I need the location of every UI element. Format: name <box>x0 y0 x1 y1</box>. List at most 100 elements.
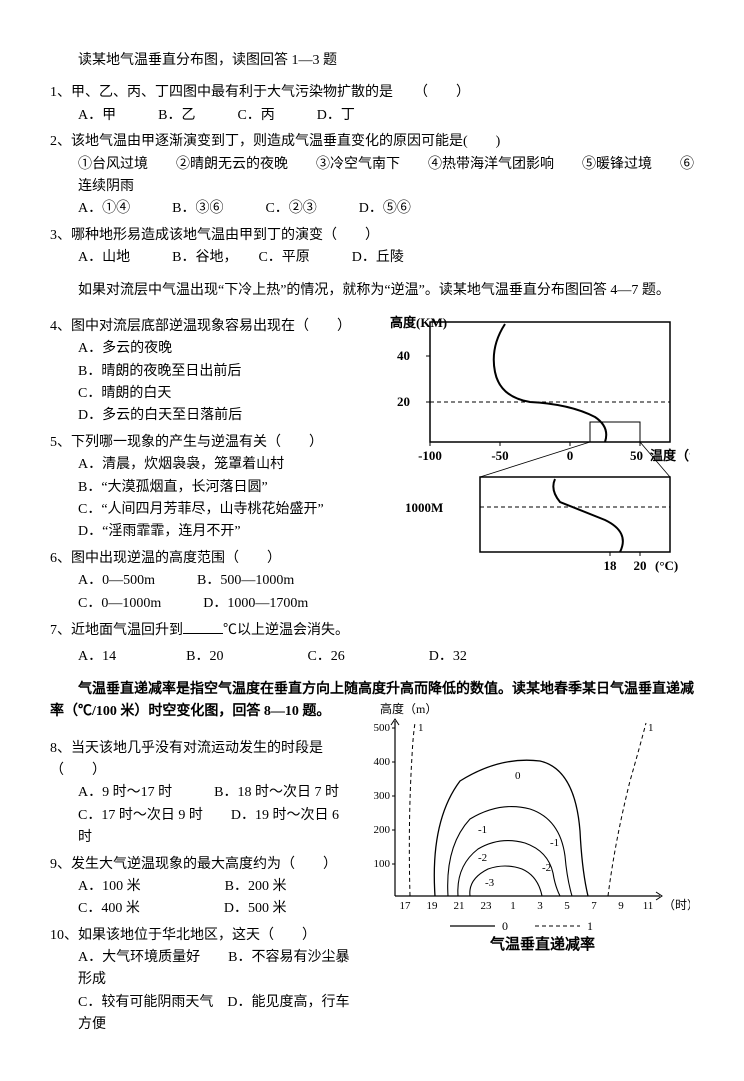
q10-stem: 10、如果该地位于华北地区，这天（ ） <box>50 925 350 947</box>
q5-stem: 5、下列哪一现象的产生与逆温有关（ ） <box>50 432 350 454</box>
c1-frame <box>430 322 670 442</box>
block-q8-10: 率（℃/100 米）时空变化图，回答 8—10 题。 8、当天该地几乎没有对流运… <box>50 701 694 1040</box>
chart-2: 高度（m） 500 400 300 200 100 17 19 21 23 <box>350 701 694 1040</box>
c1-ytick-40: 40 <box>397 348 410 363</box>
c1-inset-x1: 18 <box>604 558 618 573</box>
c2-contour-1-right <box>608 723 646 896</box>
block-q4-7: 4、图中对流层底部逆温现象容易出现在（ ） A．多云的夜晚 B．晴朗的夜晚至日出… <box>50 312 694 646</box>
svg-text:21: 21 <box>454 900 465 912</box>
q4-optB: B．晴朗的夜晚至日出前后 <box>50 361 350 383</box>
question-1: 1、甲、乙、丙、丁四图中最有利于大气污染物扩散的是 （ ） A．甲 B．乙 C．… <box>50 82 694 127</box>
q5-optA: A．清晨，炊烟袅袅，笼罩着山村 <box>50 454 350 476</box>
q8-line1: A．9 时～17 时 B．18 时～次日 7 时 <box>50 782 350 804</box>
c1-xtick-0: 0 <box>567 448 574 463</box>
question-3: 3、哪种地形易造成该地气温由甲到丁的演变（ ） A．山地 B．谷地， C．平原 … <box>50 225 694 270</box>
question-8: 8、当天该地几乎没有对流运动发生的时段是（ ） A．9 时～17 时 B．18 … <box>50 738 350 850</box>
question-10: 10、如果该地位于华北地区，这天（ ） A．大气环境质量好 B．不容易有沙尘暴形… <box>50 925 350 1037</box>
q1-options: A．甲 B．乙 C．丙 D．丁 <box>50 105 694 127</box>
svg-text:17: 17 <box>400 900 412 912</box>
c2-contour-1-left <box>409 723 415 896</box>
c2-ylabel: 高度（m） <box>380 701 437 716</box>
c2-lbl-n2b: -2 <box>542 862 551 874</box>
c2-xlabel: （时） <box>663 898 690 912</box>
c1-xtick-50: 50 <box>630 448 643 463</box>
svg-text:5: 5 <box>564 900 570 912</box>
c2-lbl-n3: -3 <box>485 877 495 889</box>
c2-lbl-1r: 1 <box>648 722 654 734</box>
q4-optC: C．晴朗的白天 <box>50 383 350 405</box>
c1-curve <box>494 324 607 442</box>
svg-text:23: 23 <box>481 900 493 912</box>
svg-text:1: 1 <box>510 900 516 912</box>
c1-xtick-n100: -100 <box>418 448 442 463</box>
q7-stem-post: ℃以上逆温会消失。 <box>223 623 349 638</box>
c1-inset-ylabel: 1000M <box>405 500 443 515</box>
q3-options: A．山地 B．谷地， C．平原 D．丘陵 <box>50 247 694 269</box>
svg-text:3: 3 <box>537 900 543 912</box>
c2-contour-n1 <box>448 807 572 896</box>
svg-text:11: 11 <box>643 900 654 912</box>
intro-3b: 率（℃/100 米）时空变化图，回答 8—10 题。 <box>50 701 350 723</box>
c1-xtick-n50: -50 <box>491 448 508 463</box>
q6-line2: C．0—1000m D．1000—1700m <box>50 593 350 615</box>
c2-y100: 100 <box>374 858 391 870</box>
question-9: 9、发生大气逆温现象的最大高度约为（ ） A．100 米 B．200 米 C．4… <box>50 854 350 921</box>
q9-line2: C．400 米 D．500 米 <box>50 898 350 920</box>
q1-stem: 1、甲、乙、丙、丁四图中最有利于大气污染物扩散的是 （ ） <box>50 82 694 104</box>
q7-stem: 7、近地面气温回升到 ℃以上逆温会消失。 <box>50 619 350 642</box>
c2-lbl-n1b: -1 <box>550 837 559 849</box>
question-4: 4、图中对流层底部逆温现象容易出现在（ ） A．多云的夜晚 B．晴朗的夜晚至日出… <box>50 316 350 428</box>
q8-stem: 8、当天该地几乎没有对流运动发生的时段是（ ） <box>50 738 350 783</box>
c1-ytick-20: 20 <box>397 394 410 409</box>
q6-line1: A．0—500m B．500—1000m <box>50 570 350 592</box>
q10-line1: A．大气环境质量好 B．不容易有沙尘暴形成 <box>50 947 350 992</box>
q5-optD: D．“淫雨霏霏，连月不开” <box>50 521 350 543</box>
question-6: 6、图中出现逆温的高度范围（ ） A．0—500m B．500—1000m C．… <box>50 548 350 615</box>
svg-text:9: 9 <box>618 900 624 912</box>
q9-line1: A．100 米 B．200 米 <box>50 876 350 898</box>
q8-line2: C．17 时～次日 9 时 D．19 时～次日 6 时 <box>50 805 350 850</box>
svg-text:7: 7 <box>591 900 597 912</box>
c2-lbl-n1a: -1 <box>478 824 487 836</box>
c2-contour-0 <box>434 760 588 896</box>
chart-1: 高度(KM) 40 20 -100 -50 0 50 温度（°C） <box>350 312 694 646</box>
q2-conditions: ①台风过境 ②晴朗无云的夜晚 ③冷空气南下 ④热带海洋气团影响 ⑤暖锋过境 ⑥连… <box>50 154 694 199</box>
q7-stem-pre: 7、近地面气温回升到 <box>50 623 183 638</box>
q7-blank <box>183 619 223 634</box>
c2-legend-0: 0 <box>502 919 508 933</box>
intro-1: 读某地气温垂直分布图，读图回答 1—3 题 <box>50 50 694 72</box>
c2-contour-n3 <box>470 866 542 896</box>
q4-optA: A．多云的夜晚 <box>50 338 350 360</box>
c2-xticks: 17 19 21 23 1 3 5 7 9 11 <box>400 900 654 912</box>
c2-y400: 400 <box>374 756 391 768</box>
c2-lbl-1l: 1 <box>418 722 424 734</box>
intro-3: 气温垂直递减率是指空气温度在垂直方向上随高度升高而降低的数值。读某地春季某日气温… <box>50 679 694 701</box>
q10-line2: C．较有可能阴雨天气 D．能见度高，行车方便 <box>50 992 350 1037</box>
c2-caption: 气温垂直递减率 <box>489 935 595 953</box>
c1-inset-x2: 20 <box>634 558 647 573</box>
c1-inset-xunit: (°C) <box>655 558 678 573</box>
c1-inset-frame <box>480 477 670 552</box>
intro-2: 如果对流层中气温出现“下冷上热”的情况，就称为“逆温”。读某地气温垂直分布图回答… <box>50 280 694 302</box>
c2-lbl-0: 0 <box>515 770 521 782</box>
q4-optD: D．多云的白天至日落前后 <box>50 405 350 427</box>
svg-text:19: 19 <box>427 900 439 912</box>
question-7: 7、近地面气温回升到 ℃以上逆温会消失。 <box>50 619 350 642</box>
c2-lbl-n2a: -2 <box>478 852 487 864</box>
c2-legend-1: 1 <box>587 919 593 933</box>
c2-y200: 200 <box>374 824 391 836</box>
c1-inset-curve <box>553 479 623 552</box>
c1-inset-indicator <box>590 422 640 442</box>
question-2: 2、该地气温由甲逐渐演变到丁，则造成气温垂直变化的原因可能是( ) ①台风过境 … <box>50 131 694 221</box>
q4-stem: 4、图中对流层底部逆温现象容易出现在（ ） <box>50 316 350 338</box>
c2-y300: 300 <box>374 790 391 802</box>
q5-optC: C．“人间四月芳菲尽，山寺桃花始盛开” <box>50 499 350 521</box>
q3-stem: 3、哪种地形易造成该地气温由甲到丁的演变（ ） <box>50 225 694 247</box>
q9-stem: 9、发生大气逆温现象的最大高度约为（ ） <box>50 854 350 876</box>
q2-options: A．①④ B．③⑥ C．②③ D．⑤⑥ <box>50 198 694 220</box>
question-5: 5、下列哪一现象的产生与逆温有关（ ） A．清晨，炊烟袅袅，笼罩着山村 B．“大… <box>50 432 350 544</box>
q7-options: A．14 B．20 C．26 D．32 <box>50 646 694 668</box>
q2-stem: 2、该地气温由甲逐渐演变到丁，则造成气温垂直变化的原因可能是( ) <box>50 131 694 153</box>
q5-optB: B．“大漠孤烟直，长河落日圆” <box>50 477 350 499</box>
q6-stem: 6、图中出现逆温的高度范围（ ） <box>50 548 350 570</box>
